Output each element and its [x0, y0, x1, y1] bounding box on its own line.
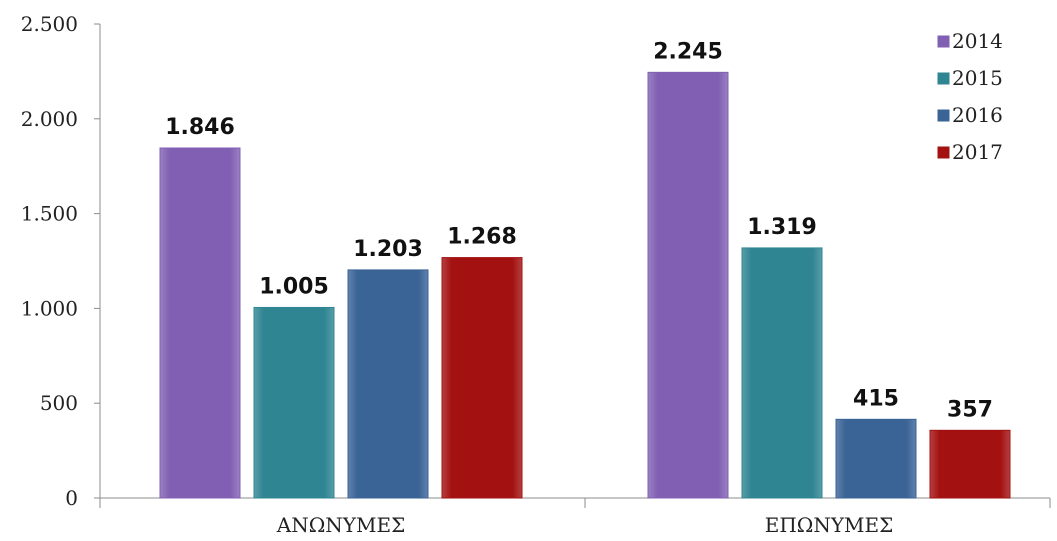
bar-2014-1: [647, 71, 729, 499]
y-tick-label: 1.500: [21, 202, 78, 226]
legend-swatch-2014: [937, 35, 950, 48]
axes: 0 500 1.000 1.500 2.000 2.500 ΑΝΩΝΥΜΕΣ ΕΠΩΝΥΜΕΣ: [21, 12, 1051, 537]
bars: [159, 71, 1011, 499]
legend-label: 2014: [952, 29, 1003, 53]
legend-label: 2017: [952, 140, 1003, 164]
x-category-label: ΕΠΩΝΥΜΕΣ: [765, 513, 894, 537]
legend-label: 2015: [952, 66, 1003, 90]
bar-2016-1: [835, 418, 917, 499]
y-tick-label: 2.000: [21, 107, 78, 131]
legend-swatch-2017: [937, 146, 950, 159]
data-label: 1.268: [447, 225, 517, 250]
bar-2017-0: [441, 257, 523, 499]
data-label: 357: [947, 397, 993, 422]
y-tick-label: 2.500: [21, 12, 78, 36]
x-category-label: ΑΝΩΝΥΜΕΣ: [276, 513, 405, 537]
data-label: 1.319: [747, 215, 817, 240]
data-label: 415: [853, 386, 899, 411]
bar-2015-0: [253, 306, 335, 499]
legend: 2014 2015 2016 2017: [937, 29, 1003, 164]
legend-swatch-2015: [937, 72, 950, 85]
data-label: 1.203: [353, 237, 423, 262]
bar-2014-0: [159, 147, 241, 499]
legend-label: 2016: [952, 103, 1003, 127]
y-tick-label: 1.000: [21, 296, 78, 320]
y-tick-label: 0: [65, 486, 78, 510]
data-label: 1.005: [259, 274, 329, 299]
bar-2015-1: [741, 247, 823, 499]
bar-2017-1: [929, 429, 1011, 499]
data-label: 1.846: [165, 115, 235, 140]
y-tick-label: 500: [40, 391, 78, 415]
legend-swatch-2016: [937, 109, 950, 122]
value-labels: 1.846 1.005 1.203 1.268 2.245 1.319 415 357: [165, 39, 993, 422]
data-label: 2.245: [653, 39, 723, 64]
bar-2016-0: [347, 269, 429, 499]
